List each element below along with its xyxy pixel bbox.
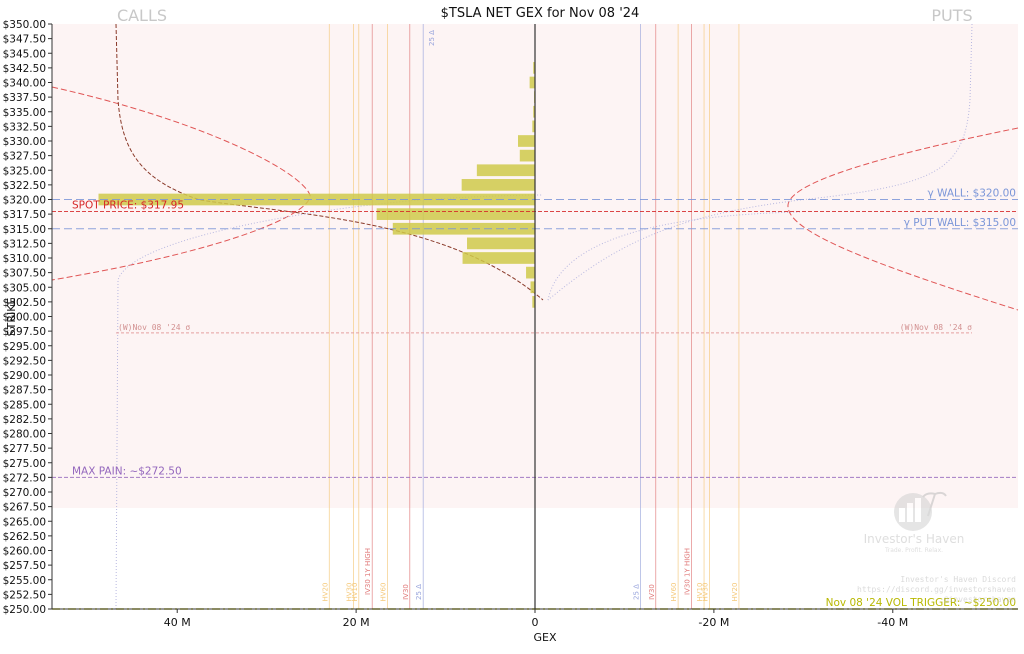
y-tick-label: $330.00 (3, 136, 46, 148)
y-tick-label: $265.00 (3, 516, 46, 528)
y-tick-label: $325.00 (3, 165, 46, 177)
vertical-marker-label: HV30 (345, 583, 353, 602)
y-tick-label: $285.00 (3, 399, 46, 411)
y-tick-label: $280.00 (3, 429, 46, 441)
watermark-discord-title: Investor's Haven Discord (900, 575, 1016, 584)
puts-corner-label: PUTS (931, 6, 972, 25)
y-tick-label: $340.00 (3, 78, 46, 90)
y-tick-label: $292.50 (3, 355, 46, 367)
y-tick-label: $310.00 (3, 253, 46, 265)
vertical-marker-label: IV30 (648, 584, 656, 600)
vertical-marker-label: HV10 (351, 583, 359, 602)
vertical-marker-label: HV30 (701, 583, 709, 602)
gex-bar (376, 208, 535, 220)
gex-bar (530, 281, 535, 294)
vertical-marker-label: HV20 (731, 583, 739, 602)
vertical-marker-label: HV60 (670, 583, 678, 602)
watermark-discord-url: https://discord.gg/investorshaven (857, 585, 1016, 594)
level-label: γ WALL: $320.00 (927, 188, 1016, 200)
y-tick-label: $345.00 (3, 48, 46, 60)
y-tick-label: $335.00 (3, 107, 46, 119)
y-tick-label: $270.00 (3, 487, 46, 499)
y-tick-label: $300.00 (3, 312, 46, 324)
level-label: MAX PAIN: ~$272.50 (72, 465, 182, 477)
gex-bar (519, 149, 535, 162)
calls-corner-label: CALLS (117, 6, 167, 25)
y-tick-label: $342.50 (3, 63, 46, 75)
y-tick-label: $312.50 (3, 238, 46, 250)
y-tick-label: $267.50 (3, 502, 46, 514)
watermark-tagline: Trade. Profit. Relax. (884, 547, 943, 554)
y-tick-label: $252.50 (3, 589, 46, 601)
vertical-marker-label: HV10 (696, 583, 704, 602)
gex-bar (533, 62, 535, 74)
vertical-marker-label: HV60 (379, 583, 387, 602)
y-tick-label: $337.50 (3, 92, 46, 104)
y-tick-label: $282.50 (3, 414, 46, 426)
x-axis-label: GEX (533, 631, 556, 644)
y-tick-label: $327.50 (3, 151, 46, 163)
y-tick-label: $260.00 (3, 546, 46, 558)
investors-haven-logo-icon (894, 491, 947, 531)
vertical-marker-label: IV30 1Y HIGH (364, 548, 372, 595)
vertical-marker-label: 25 Δ (415, 584, 423, 600)
y-tick-label: $317.50 (3, 209, 46, 221)
y-tick-label: $277.50 (3, 443, 46, 455)
y-tick-label: $305.00 (3, 282, 46, 294)
x-tick-label: 40 M (164, 616, 191, 629)
gex-bar (462, 252, 535, 264)
y-tick-label: $287.50 (3, 385, 46, 397)
y-tick-label: $297.50 (3, 326, 46, 338)
y-tick-label: $272.50 (3, 472, 46, 484)
y-tick-label: $302.50 (3, 297, 46, 309)
sigma-label-left: (W)Nov 08 '24 σ (118, 323, 190, 332)
vertical-marker-label: 25 Δ (633, 584, 641, 600)
gex-bar (529, 76, 535, 89)
level-label: Nov 08 '24 VOL TRIGGER: ~$250.00 (826, 597, 1016, 609)
x-tick-label: -20 M (698, 616, 729, 629)
vertical-marker-label: IV30 (402, 584, 410, 600)
y-tick-label: $307.50 (3, 268, 46, 280)
watermark: Investor's Haven Trade. Profit. Relax. I… (857, 491, 1016, 604)
gex-bar (467, 237, 535, 250)
x-tick-label: -40 M (877, 616, 908, 629)
y-tick-label: $320.00 (3, 195, 46, 207)
watermark-brand: Investor's Haven (864, 532, 965, 546)
x-tick-label: 0 (532, 616, 539, 629)
gex-bar (461, 179, 535, 191)
y-tick-label: $255.00 (3, 575, 46, 587)
y-tick-label: $322.50 (3, 180, 46, 192)
gex-bar (532, 296, 535, 308)
y-tick-label: $290.00 (3, 370, 46, 382)
level-label: γ PUT WALL: $315.00 (904, 217, 1016, 229)
x-tick-label: 20 M (343, 616, 370, 629)
chart-title: $TSLA NET GEX for Nov 08 '24 (441, 6, 640, 21)
gex-bar (518, 135, 535, 147)
vertical-marker-label: IV30 1Y HIGH (684, 548, 692, 595)
y-tick-label: $257.50 (3, 560, 46, 572)
put-sigma-curve (787, 127, 1019, 311)
gex-bar (532, 120, 535, 133)
sigma-label-right: (W)Nov 08 '24 σ (900, 323, 972, 332)
level-label: SPOT PRICE: $317.95 (72, 199, 184, 211)
y-tick-label: $295.00 (3, 341, 46, 353)
gex-bar (476, 164, 535, 177)
y-tick-label: $332.50 (3, 121, 46, 133)
y-axis-label: STRIKE (5, 298, 18, 337)
gex-bar (533, 105, 535, 118)
delta-label-top: 25 Δ (428, 30, 436, 46)
y-tick-label: $350.00 (3, 19, 46, 31)
y-tick-label: $347.50 (3, 34, 46, 46)
y-tick-label: $250.00 (3, 604, 46, 616)
y-tick-label: $262.50 (3, 531, 46, 543)
y-tick-label: $275.00 (3, 458, 46, 470)
gex-bar (526, 266, 535, 279)
watermark-handle: @investorshaven (944, 595, 1016, 604)
vertical-marker-label: HV20 (321, 583, 329, 602)
y-tick-label: $315.00 (3, 224, 46, 236)
